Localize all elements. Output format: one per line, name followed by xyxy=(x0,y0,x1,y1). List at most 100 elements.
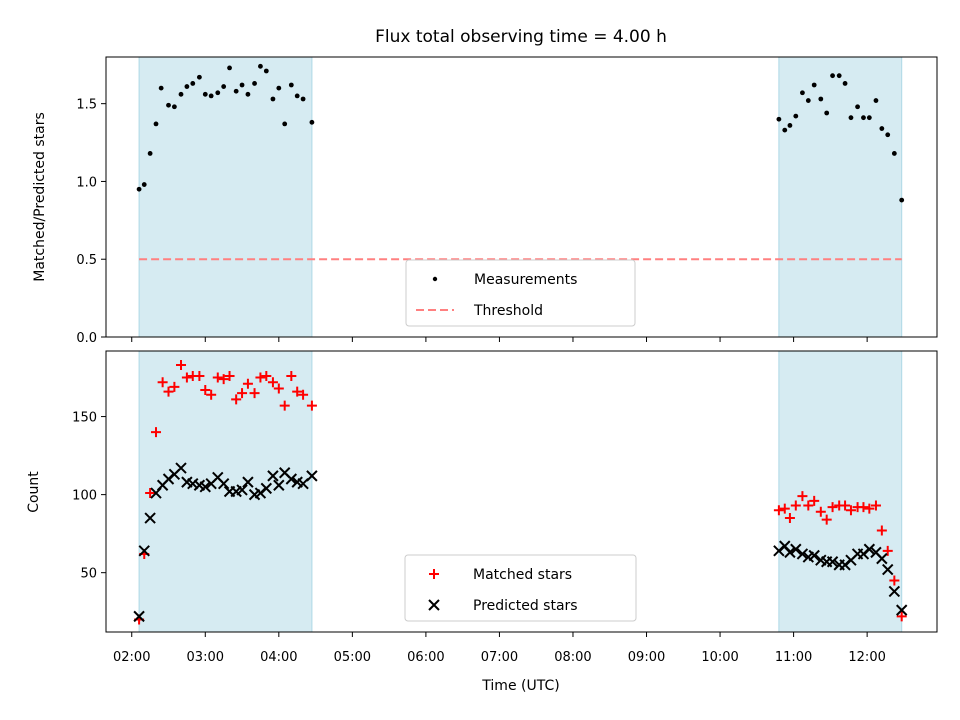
measurement-point-16 xyxy=(233,88,239,94)
measurement-point-1 xyxy=(141,182,147,187)
legend-label: Threshold xyxy=(473,303,543,319)
matched-point-13 xyxy=(212,372,223,383)
matched-point-28 xyxy=(306,400,317,411)
predicted-point-11 xyxy=(199,481,211,493)
predicted-point-17 xyxy=(236,484,248,496)
matched-point-6 xyxy=(169,381,180,392)
predicted-point-31 xyxy=(784,546,796,559)
predicted-point-9 xyxy=(187,477,199,490)
predicted-point-18 xyxy=(242,476,254,488)
matched-point-36 xyxy=(815,506,826,517)
predicted-point-47 xyxy=(882,563,894,576)
x-tick-label: 04:00 xyxy=(260,650,297,665)
measurement-point-22 xyxy=(270,96,276,102)
matched-point-37 xyxy=(821,514,832,525)
y-tick-label: 0.0 xyxy=(76,331,97,346)
measurement-point-14 xyxy=(221,84,227,89)
measurement-point-0 xyxy=(136,186,142,192)
measurement-point-5 xyxy=(166,102,171,108)
measurement-point-3 xyxy=(153,121,159,127)
matched-point-23 xyxy=(273,383,284,394)
y-tick-label: 150 xyxy=(72,411,97,426)
observing-window-1 xyxy=(778,350,903,633)
measurement-point-47 xyxy=(885,132,891,138)
y-tick-label: 1.5 xyxy=(76,98,97,113)
measurement-point-27 xyxy=(300,96,306,102)
bottom-panel: 50 100 150 02:00 03:00 04:00 05:00 06:00 07:00 08… xyxy=(72,350,938,665)
matched-point-29 xyxy=(773,505,784,516)
matched-point-3 xyxy=(151,427,162,438)
predicted-point-22 xyxy=(267,470,279,482)
matched-point-34 xyxy=(803,500,814,511)
legend-label: Predicted stars xyxy=(473,598,578,614)
predicted-point-1 xyxy=(138,545,150,557)
matched-point-43 xyxy=(858,502,869,513)
observing-window-0 xyxy=(138,350,313,633)
measurement-point-46 xyxy=(879,126,885,131)
matched-point-26 xyxy=(292,386,303,397)
measurement-point-38 xyxy=(830,73,835,79)
matched-point-33 xyxy=(797,491,808,502)
y-tick-label: 0.5 xyxy=(76,253,97,268)
x-tick-label: 06:00 xyxy=(407,650,444,665)
measurement-point-2 xyxy=(147,151,153,156)
measurement-point-12 xyxy=(208,93,214,99)
measurement-point-28 xyxy=(309,119,315,125)
y-tick-label: 1.0 xyxy=(76,175,97,190)
matched-point-25 xyxy=(286,370,297,381)
measurement-point-11 xyxy=(202,91,208,97)
measurement-point-41 xyxy=(848,115,854,121)
x-tick-label: 10:00 xyxy=(701,650,738,665)
measurement-point-9 xyxy=(190,81,196,86)
matched-point-40 xyxy=(840,500,851,511)
matched-point-17 xyxy=(237,388,248,399)
matched-point-35 xyxy=(809,495,820,506)
y-tick-label: 50 xyxy=(80,567,97,582)
predicted-point-7 xyxy=(175,462,187,474)
matched-point-47 xyxy=(882,545,893,556)
bottom-y-axis-label: Count xyxy=(26,471,42,513)
series-predicted-stars xyxy=(133,462,908,623)
measurement-point-6 xyxy=(171,104,177,110)
legend: Measurements Threshold xyxy=(405,259,636,327)
matched-point-45 xyxy=(870,500,881,511)
predicted-point-32 xyxy=(790,543,802,555)
matched-point-49 xyxy=(896,611,907,622)
measurement-point-21 xyxy=(263,68,269,74)
predicted-point-46 xyxy=(876,552,888,565)
matched-point-5 xyxy=(163,386,174,397)
measurement-point-43 xyxy=(861,115,866,121)
matched-point-2 xyxy=(145,488,156,499)
matched-point-44 xyxy=(864,503,875,514)
measurement-point-34 xyxy=(805,98,811,103)
measurement-point-7 xyxy=(178,91,184,97)
legend-marker-0 xyxy=(429,569,439,579)
predicted-point-14 xyxy=(217,477,230,490)
measurement-point-42 xyxy=(855,104,860,110)
matched-point-48 xyxy=(889,575,900,586)
axes-frame xyxy=(105,350,938,633)
x-tick-label: 07:00 xyxy=(481,650,518,665)
measurement-point-39 xyxy=(836,73,842,79)
observing-window-1 xyxy=(778,56,903,338)
measurement-point-15 xyxy=(227,65,232,71)
measurement-point-30 xyxy=(782,127,788,133)
x-tick-label: 05:00 xyxy=(334,650,371,665)
legend-marker-0 xyxy=(432,276,438,282)
measurement-point-36 xyxy=(818,96,824,102)
predicted-point-49 xyxy=(895,604,908,616)
predicted-point-35 xyxy=(808,549,820,562)
matched-point-38 xyxy=(827,502,838,513)
measurement-point-44 xyxy=(866,115,872,121)
series-matched-stars xyxy=(134,360,907,625)
matched-point-15 xyxy=(224,370,235,381)
matched-point-41 xyxy=(845,505,856,516)
measurement-point-35 xyxy=(811,82,817,88)
predicted-point-33 xyxy=(796,548,809,560)
matched-point-46 xyxy=(876,525,887,536)
x-tick-label: 09:00 xyxy=(628,650,665,665)
matched-point-32 xyxy=(790,500,801,511)
legend-box xyxy=(404,554,637,622)
top-panel: 0.0 0.5 1.0 1.5 Measurements Threshold xyxy=(76,56,938,346)
